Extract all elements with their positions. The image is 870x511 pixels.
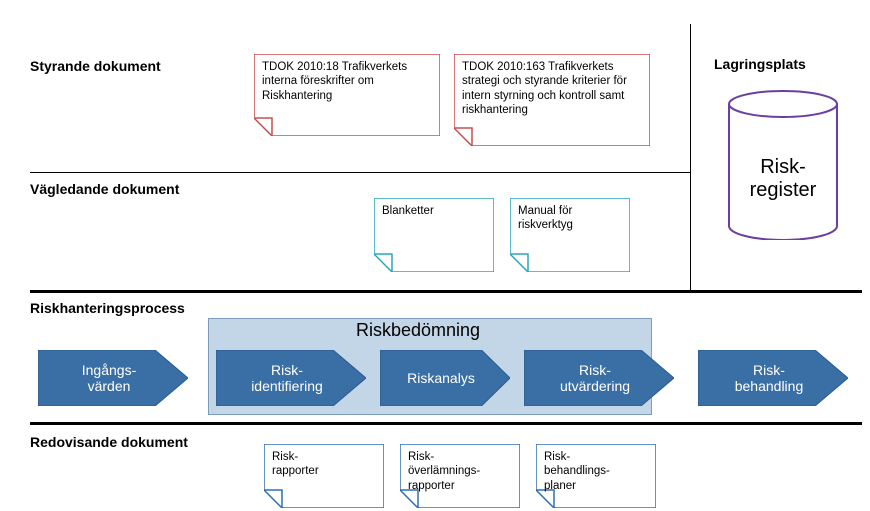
process-arrow: Riskanalys (380, 350, 510, 406)
redovisande-note: Risk- behandlings- planer (536, 444, 656, 508)
section-label-process: Riskhanteringsprocess (30, 300, 185, 316)
section-label-redovisande: Redovisande dokument (30, 434, 188, 450)
redovisande-note-text: Risk- rapporter (264, 444, 384, 485)
lagringsplats-vertical-divider (690, 24, 691, 290)
vagledande-note-text: Blanketter (374, 198, 494, 224)
styrande-note: TDOK 2010:163 Trafikverkets strategi och… (454, 54, 650, 146)
redovisande-note-text: Risk- överlämnings- rapporter (400, 444, 520, 499)
section-label-lagringsplats: Lagringsplats (714, 56, 806, 72)
redovisande-note-text: Risk- behandlings- planer (536, 444, 656, 499)
process-arrow: Risk- behandling (698, 350, 848, 406)
styrande-note: TDOK 2010:18 Trafikverkets interna föres… (254, 54, 440, 136)
process-arrow-label: Risk- behandling (715, 362, 832, 394)
styrande-note-text: TDOK 2010:18 Trafikverkets interna föres… (254, 54, 440, 109)
section-label-vagledande: Vägledande dokument (30, 181, 179, 197)
section-divider-1 (30, 172, 690, 173)
vagledande-note: Manual för riskverktyg (510, 198, 630, 272)
process-arrow-label: Risk- utvärdering (541, 362, 658, 394)
vagledande-note: Blanketter (374, 198, 494, 272)
redovisande-note: Risk- rapporter (264, 444, 384, 508)
process-arrow: Risk- identifiering (216, 350, 366, 406)
process-arrow-label: Risk- identifiering (233, 362, 350, 394)
lagringsplats-cylinder-label: Risk- register (728, 156, 838, 202)
section-divider-3 (30, 422, 862, 425)
redovisande-note: Risk- överlämnings- rapporter (400, 444, 520, 508)
process-arrow: Ingångs- värden (38, 350, 188, 406)
vagledande-note-text: Manual för riskverktyg (510, 198, 630, 239)
process-arrow-label: Ingångs- värden (55, 362, 172, 394)
process-arrow-label: Riskanalys (394, 370, 495, 386)
styrande-note-text: TDOK 2010:163 Trafikverkets strategi och… (454, 54, 650, 124)
section-label-styrande: Styrande dokument (30, 58, 161, 74)
process-arrow: Risk- utvärdering (524, 350, 674, 406)
riskbedomning-title: Riskbedömning (208, 320, 628, 341)
section-divider-2 (30, 290, 862, 293)
